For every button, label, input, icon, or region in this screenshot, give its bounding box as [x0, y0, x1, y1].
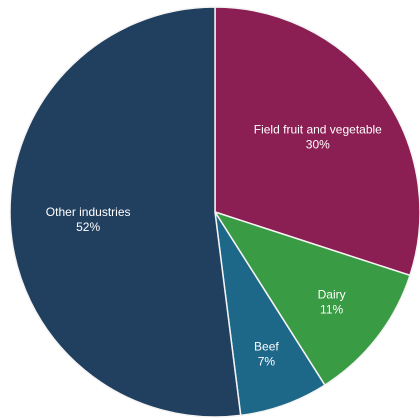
- slice-category-label: Beef: [254, 340, 279, 354]
- slice-value-label: 7%: [258, 355, 276, 369]
- pie-slice-other-industries: [9, 6, 242, 418]
- slice-category-label: Other industries: [46, 205, 131, 219]
- slice-value-label: 11%: [320, 302, 343, 316]
- pie-slice-field-fruit-and-vegetable: [214, 6, 420, 277]
- slice-category-label: Field fruit and vegetable: [254, 122, 382, 136]
- slice-value-label: 52%: [76, 220, 100, 234]
- pie-slice-dairy: [213, 210, 411, 387]
- slice-value-label: 30%: [306, 137, 330, 151]
- pie-slices: [9, 6, 420, 418]
- slice-category-label: Dairy: [318, 287, 346, 301]
